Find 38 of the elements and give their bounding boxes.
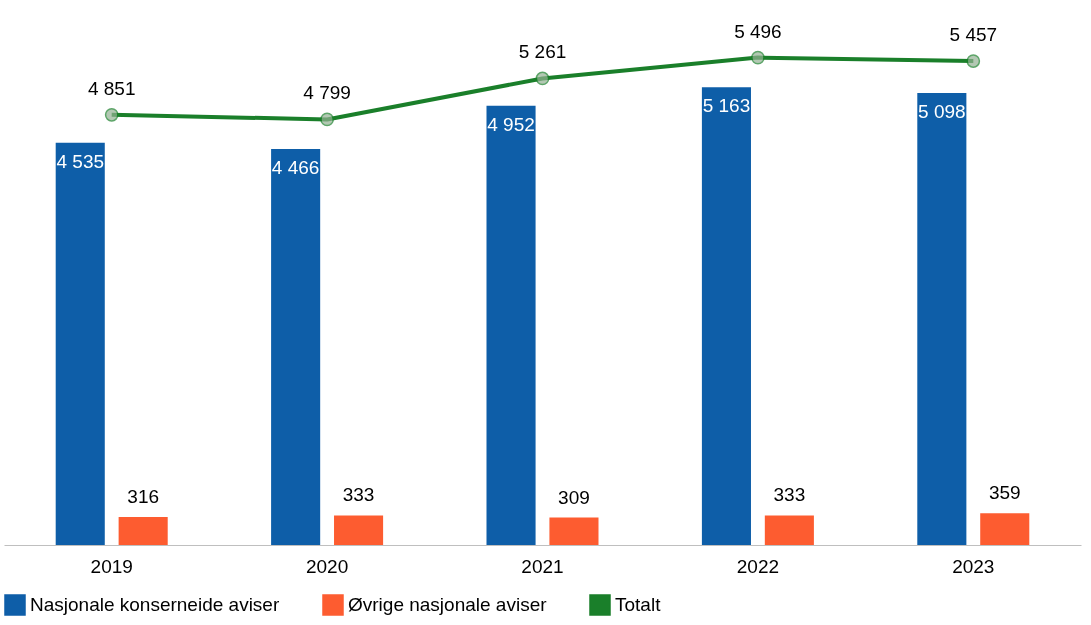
x-tick-label: 2023 xyxy=(952,555,995,577)
data-label: 4 535 xyxy=(56,150,105,172)
data-label: 4 466 xyxy=(271,156,320,178)
data-label: 333 xyxy=(342,484,375,506)
data-label: 5 098 xyxy=(918,100,966,122)
point xyxy=(535,71,550,86)
legend-label: Totalt xyxy=(615,594,662,615)
legend-label: Øvrige nasjonale aviser xyxy=(348,594,548,615)
x-tick-label: 2021 xyxy=(521,555,564,577)
point xyxy=(751,50,765,65)
bar xyxy=(980,513,1030,545)
data-label: 4 952 xyxy=(487,113,535,135)
point xyxy=(320,112,334,127)
point xyxy=(104,107,119,122)
legend-label: Nasjonale konserneide aviser xyxy=(30,594,280,615)
data-label: 5 457 xyxy=(949,24,998,46)
data-label: 309 xyxy=(558,486,590,508)
x-tick-label: 2019 xyxy=(90,555,133,577)
bar xyxy=(701,87,751,545)
bar xyxy=(55,142,105,545)
bar xyxy=(271,148,321,545)
data-label: 5 163 xyxy=(702,95,751,117)
point xyxy=(966,54,981,68)
data-label: 359 xyxy=(988,482,1021,504)
bar xyxy=(917,92,967,545)
x-tick-label: 2022 xyxy=(736,555,780,577)
bar xyxy=(764,515,814,545)
data-label: 333 xyxy=(773,484,806,506)
bar xyxy=(334,515,384,545)
bar xyxy=(118,516,168,545)
data-label: 4 851 xyxy=(87,77,136,99)
data-label: 5 261 xyxy=(518,41,567,63)
x-tick-label: 2020 xyxy=(305,555,349,577)
data-label: 316 xyxy=(127,485,160,507)
data-label: 5 496 xyxy=(734,20,782,42)
data-label: 4 799 xyxy=(303,82,351,104)
bar xyxy=(486,105,536,545)
bar xyxy=(549,517,599,545)
